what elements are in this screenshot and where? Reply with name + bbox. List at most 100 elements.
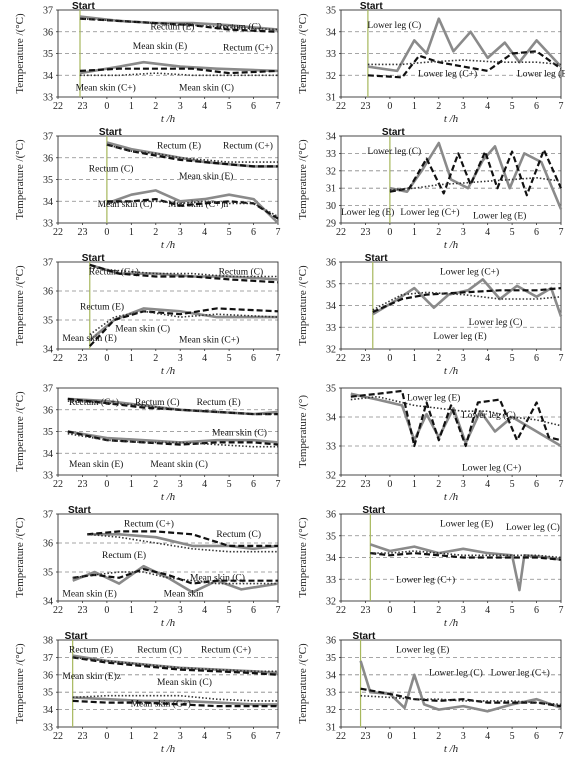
- y-tick-label: 36: [43, 670, 53, 681]
- series-line: [89, 310, 279, 336]
- x-axis-title: t /h: [444, 491, 459, 503]
- y-axis-title: Temperature /(°C): [14, 517, 26, 598]
- x-tick-label: 2: [153, 731, 158, 742]
- x-tick-label: 7: [559, 605, 564, 616]
- x-axis-title: t /h: [161, 617, 176, 629]
- x-tick-label: 7: [559, 227, 564, 238]
- y-tick-label: 35: [43, 568, 53, 579]
- chart-panel: 34 35 36 37 22 23 0 1 2 3 4 5 6 7 t /h Temperature /(°C…: [0, 252, 282, 378]
- series-line: [372, 287, 562, 314]
- x-tick-label: 3: [178, 101, 183, 112]
- x-tick-label: 4: [485, 101, 490, 112]
- x-tick-label: 22: [336, 101, 346, 112]
- y-tick-label: 30: [326, 201, 336, 212]
- x-axis-title: t /h: [161, 365, 176, 377]
- series-annotation: Rectum (C+): [201, 645, 251, 656]
- x-axis-title: t /h: [444, 617, 459, 629]
- y-tick-label: 37: [43, 384, 53, 395]
- plot-frame: [57, 513, 279, 602]
- x-tick-label: 4: [202, 479, 207, 490]
- series-line: [79, 60, 279, 75]
- start-label: Start: [382, 127, 405, 138]
- series-annotation: Mean skin (C): [179, 83, 234, 94]
- series-annotation: Rectum (E): [80, 302, 124, 313]
- x-axis-title: t /h: [444, 113, 459, 125]
- series-line: [372, 278, 563, 317]
- y-tick-label: 37: [43, 6, 53, 17]
- series-annotation: Rectum (E): [197, 397, 241, 408]
- x-tick-label: 1: [412, 605, 417, 616]
- y-tick-label: 35: [43, 688, 53, 699]
- start-label: Start: [353, 631, 376, 642]
- x-tick-label: 0: [104, 731, 109, 742]
- x-tick-label: 3: [178, 353, 183, 364]
- x-tick-label: 6: [251, 731, 256, 742]
- x-tick-label: 2: [153, 479, 158, 490]
- series-line: [389, 176, 562, 191]
- chart-panel: 31 32 33 34 35 36 22 23 0 1 2 3 4 5 6 7 t /h Temperature …: [283, 630, 565, 756]
- x-tick-label: 23: [77, 605, 87, 616]
- x-tick-label: 5: [510, 731, 515, 742]
- x-tick-label: 0: [104, 101, 109, 112]
- y-axis-title: Temperature /(°C): [14, 391, 26, 472]
- series-annotation: Mean skin (E): [69, 459, 123, 470]
- x-tick-label: 4: [202, 731, 207, 742]
- x-tick-label: 3: [461, 353, 466, 364]
- y-tick-label: 32: [326, 471, 336, 482]
- series-line: [87, 532, 279, 551]
- x-tick-label: 23: [77, 353, 87, 364]
- x-tick-label: 7: [276, 731, 281, 742]
- series-annotation: Mean skin (C): [157, 677, 212, 688]
- x-tick-label: 5: [227, 479, 232, 490]
- y-tick-label: 34: [43, 71, 53, 82]
- x-tick-label: 6: [251, 227, 256, 238]
- x-tick-label: 6: [534, 731, 539, 742]
- series-line: [389, 148, 563, 197]
- y-tick-label: 31: [326, 93, 336, 104]
- y-tick-label: 36: [43, 539, 53, 550]
- series-annotation: Rectum (E): [150, 22, 194, 33]
- x-tick-label: 4: [202, 227, 207, 238]
- x-tick-label: 23: [360, 731, 370, 742]
- x-tick-label: 22: [53, 479, 63, 490]
- series-annotation: Mean skin (E): [133, 41, 187, 52]
- x-tick-label: 22: [53, 605, 63, 616]
- x-tick-label: 1: [129, 353, 134, 364]
- y-tick-label: 35: [43, 49, 53, 60]
- chart-panel: 33 34 35 36 37 38 22 23 0 1 2 3 4 5 6 7 t /h Temperature …: [0, 630, 282, 756]
- start-label: Start: [68, 505, 91, 516]
- series-line: [87, 530, 278, 548]
- x-tick-label: 6: [251, 605, 256, 616]
- series-annotation: Mean skin (C+): [131, 699, 191, 710]
- series-annotation: Lower leg (E): [433, 331, 486, 342]
- series-annotation: Rectum (C): [135, 397, 180, 408]
- chart-panel: 33 34 35 36 37 22 23 0 1 2 3 4 5 6 7 t /h Temperature /(…: [0, 126, 282, 252]
- y-tick-label: 36: [326, 636, 336, 647]
- y-tick-label: 35: [326, 653, 336, 664]
- x-tick-label: 2: [153, 227, 158, 238]
- series-annotation: Lower leg (E): [396, 645, 449, 656]
- x-tick-label: 23: [360, 227, 370, 238]
- x-tick-label: 5: [510, 227, 515, 238]
- x-tick-label: 22: [53, 227, 63, 238]
- start-label: Start: [360, 1, 383, 12]
- plot-frame: [57, 639, 279, 728]
- series-annotation: Mean skin (E): [62, 588, 116, 599]
- x-tick-label: 4: [485, 353, 490, 364]
- x-tick-label: 6: [534, 605, 539, 616]
- y-tick-label: 33: [326, 688, 336, 699]
- x-axis-title: t /h: [444, 365, 459, 377]
- x-tick-label: 3: [461, 101, 466, 112]
- chart-panel: 29 30 31 32 33 34 22 23 0 1 2 3 4 5 6 7 t /h Temperature …: [283, 126, 565, 252]
- x-tick-label: 1: [412, 227, 417, 238]
- series-annotation: Lower leg (C): [367, 20, 421, 31]
- series-annotation: Lower leg (C): [367, 146, 421, 157]
- series-annotation: Rectum (C+): [223, 43, 273, 54]
- series-annotation: Rectum (C): [219, 267, 264, 278]
- start-label: Start: [82, 253, 105, 264]
